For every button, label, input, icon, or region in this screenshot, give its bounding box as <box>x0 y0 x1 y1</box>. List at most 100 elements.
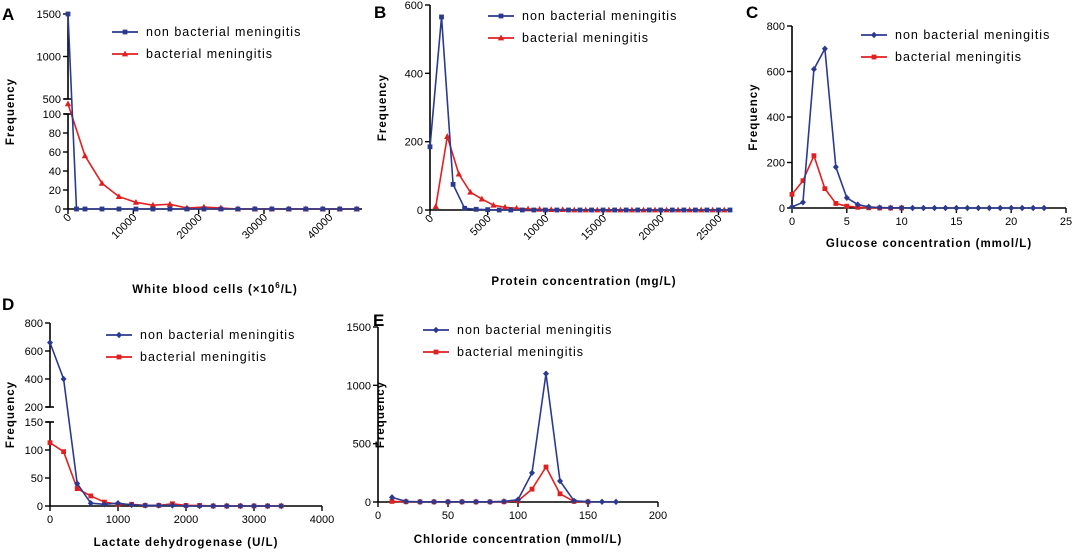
y-tick-label: 500 <box>353 439 371 451</box>
x-axis-label-text: Chloride concentration (mmol/L) <box>414 534 623 546</box>
data-point <box>542 207 548 213</box>
data-point <box>997 204 1004 212</box>
y-tick-label: 1500 <box>37 9 61 21</box>
series-line <box>49 442 282 507</box>
data-point <box>64 100 72 107</box>
data-point <box>142 502 149 509</box>
legend-label: non bacterial meningitis <box>522 9 677 23</box>
data-point <box>155 502 162 509</box>
y-tick-label: 100 <box>25 445 43 457</box>
data-point <box>800 178 806 184</box>
data-point <box>184 206 190 212</box>
x-axis-label: Chloride concentration (mmol/L) <box>414 534 623 546</box>
legend-label: bacterial meningitis <box>895 50 1022 64</box>
data-point <box>74 206 79 212</box>
x-tick-label: 30000 <box>240 212 270 242</box>
data-point <box>529 469 535 477</box>
legend-marker <box>871 31 877 39</box>
series-line <box>49 342 282 507</box>
data-point <box>623 207 629 213</box>
data-point <box>389 499 395 504</box>
data-point <box>716 207 721 213</box>
data-point <box>811 153 817 159</box>
legend-entry-non-bacterial: non bacterial meningitis <box>423 323 612 337</box>
data-point <box>612 207 618 213</box>
data-point <box>876 204 883 211</box>
data-point <box>585 498 591 505</box>
series-bacterial <box>64 100 360 212</box>
data-point <box>320 206 326 212</box>
legend-entry-bacterial: bacterial meningitis <box>488 31 649 45</box>
data-point <box>1041 204 1048 212</box>
data-point <box>462 205 468 211</box>
y-tick-label: 0 <box>37 501 43 513</box>
data-point <box>810 66 817 73</box>
y-tick-label: 400 <box>767 112 785 124</box>
legend-entry-bacterial: bacterial meningitis <box>861 50 1022 64</box>
data-point <box>133 206 139 212</box>
data-point <box>403 498 409 505</box>
data-point <box>865 203 872 211</box>
data-point <box>128 501 135 509</box>
x-tick-label: 0 <box>375 510 381 522</box>
data-point <box>1019 204 1026 212</box>
y-axis-label: Frequency <box>5 78 17 145</box>
x-tick-label: 10000 <box>109 212 139 242</box>
y-tick-label: 1000 <box>347 380 371 392</box>
x-tick-label: 1000 <box>106 514 130 526</box>
x-tick-label: 5000 <box>468 213 494 239</box>
data-point <box>269 206 275 212</box>
data-point <box>704 207 710 213</box>
data-point <box>909 204 916 212</box>
x-axis-label-superscript: 6 <box>275 281 280 290</box>
data-point <box>115 500 121 507</box>
data-point <box>132 198 140 205</box>
data-point <box>600 207 606 213</box>
x-tick-label: 40000 <box>305 212 335 242</box>
data-point <box>589 207 594 213</box>
y-tick-label: 600 <box>405 0 423 12</box>
x-axis-label: Glucose concentration (mmol/L) <box>826 238 1032 250</box>
data-point <box>658 207 664 213</box>
x-tick-label: 25 <box>1060 216 1072 228</box>
y-tick-label: 600 <box>25 346 43 358</box>
data-point <box>490 201 497 208</box>
data-point <box>82 206 88 212</box>
legend-marker <box>116 354 122 360</box>
legend-entry-non-bacterial: non bacterial meningitis <box>106 328 295 342</box>
data-point <box>264 502 271 510</box>
data-point <box>286 206 292 212</box>
legend-label: non bacterial meningitis <box>140 328 295 342</box>
data-point <box>964 204 971 212</box>
data-point <box>501 203 509 210</box>
y-axis-label: Frequency <box>375 381 387 448</box>
x-tick-label: 25000 <box>694 213 724 243</box>
legend-label: non bacterial meningitis <box>146 25 301 39</box>
y-tick-label: 800 <box>767 21 785 33</box>
data-point <box>571 497 577 505</box>
y-tick-label: 200 <box>405 137 423 149</box>
legend-label: bacterial meningitis <box>457 345 584 359</box>
series-non-bacterial <box>789 45 1048 212</box>
y-tick-label: 1000 <box>37 52 61 64</box>
legend-label: non bacterial meningitis <box>457 323 612 337</box>
data-point <box>566 207 571 213</box>
data-point <box>47 440 53 446</box>
x-axis-label-text: Lactate dehydrogenase (U/L) <box>94 537 279 549</box>
x-axis-label: White blood cells (×106/L) <box>132 281 298 296</box>
x-tick-label: 200 <box>649 510 667 522</box>
data-point <box>61 449 66 455</box>
data-point <box>439 14 444 20</box>
data-point <box>235 206 241 212</box>
y-tick-label: 150 <box>25 417 43 429</box>
panel-label: C <box>746 3 758 22</box>
legend-label: bacterial meningitis <box>522 31 649 45</box>
x-tick-label: 15000 <box>579 213 609 243</box>
y-tick-label: 600 <box>767 67 785 79</box>
data-point <box>167 206 173 212</box>
panel-label: B <box>374 3 386 22</box>
y-tick-label: 40 <box>49 166 61 178</box>
data-point <box>487 498 493 505</box>
data-point <box>646 207 652 213</box>
